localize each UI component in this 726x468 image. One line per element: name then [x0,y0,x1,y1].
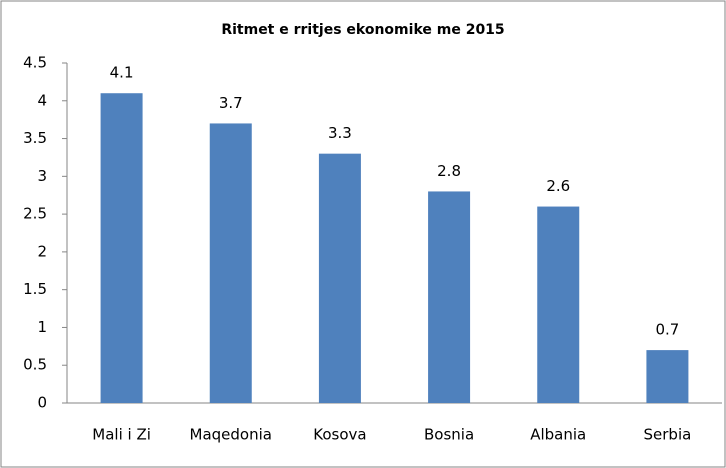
bar [209,123,252,403]
y-tick-label: 1.5 [23,280,47,298]
chart-title: Ritmet e rritjes ekonomike me 2015 [221,22,504,38]
bar [537,206,580,403]
y-tick-label: 3.5 [23,129,47,147]
y-tick-label: 3 [37,167,47,185]
y-tick-label: 0.5 [23,356,47,374]
x-tick-label: Albania [530,426,586,444]
y-tick-label: 2.5 [23,205,47,223]
x-tick-label: Kosova [313,426,366,444]
y-tick-label: 4 [37,91,47,109]
bar [428,191,471,403]
data-label: 3.3 [328,124,352,142]
data-label: 2.8 [437,162,461,180]
x-tick-label: Serbia [644,426,692,444]
data-label: 4.1 [110,64,134,82]
data-label: 0.7 [655,321,679,339]
x-tick-label: Mali i Zi [92,426,151,444]
y-tick-label: 4.5 [23,54,47,72]
y-tick-label: 2 [37,242,47,260]
data-label: 3.7 [219,94,243,112]
x-tick-label: Maqedonia [190,426,272,444]
bar [646,350,689,403]
x-tick-label: Bosnia [424,426,474,444]
bar [100,93,143,403]
y-tick-label: 0 [37,394,47,412]
data-label: 2.6 [546,177,570,195]
y-tick-label: 1 [37,318,47,336]
bar [318,153,361,403]
